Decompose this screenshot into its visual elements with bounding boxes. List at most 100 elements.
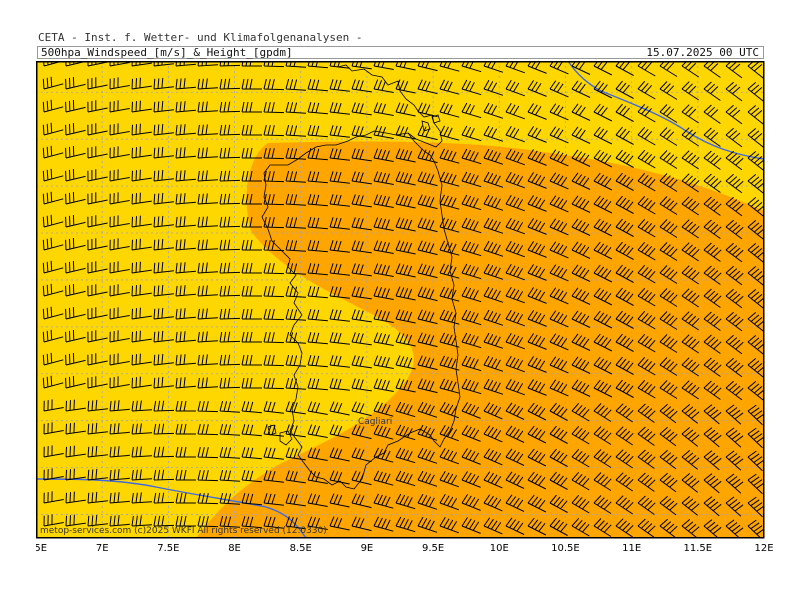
- wind-barb: [527, 218, 547, 235]
- wind-barb: [725, 150, 744, 171]
- wind-barb: [307, 125, 328, 138]
- wind-barb: [109, 423, 130, 435]
- wind-barb: [263, 424, 284, 437]
- wind-barb: [439, 171, 460, 187]
- wind-barb: [197, 193, 219, 205]
- wind-barb: [263, 493, 284, 506]
- wind-barb: [373, 79, 394, 93]
- wind-barb: [395, 148, 416, 163]
- longitude-tick-label: 9E: [361, 543, 374, 554]
- wind-barb: [175, 262, 196, 274]
- wind-barb: [549, 264, 569, 282]
- wind-barb: [153, 515, 175, 527]
- wind-barb: [285, 447, 306, 461]
- wind-barb: [725, 196, 744, 217]
- wind-barb: [241, 62, 262, 67]
- map-frame: [36, 61, 765, 539]
- wind-barb: [263, 78, 285, 91]
- wind-barb: [659, 219, 678, 238]
- wind-barb: [175, 170, 196, 182]
- wind-barb: [197, 469, 219, 482]
- wind-barb: [483, 171, 504, 188]
- wind-barb: [703, 288, 722, 308]
- wind-barb: [373, 447, 394, 463]
- wind-barb: [505, 218, 525, 235]
- wind-barb: [571, 356, 591, 374]
- wind-barb: [615, 287, 634, 306]
- wind-barb: [747, 496, 763, 518]
- wind-barb: [351, 217, 372, 231]
- wind-barb: [527, 195, 547, 212]
- wind-barb: [505, 402, 525, 420]
- wind-barb: [549, 172, 569, 190]
- wind-barb: [42, 329, 64, 343]
- wind-barb: [659, 196, 678, 215]
- wind-barb: [461, 286, 482, 303]
- wind-barb: [219, 124, 241, 136]
- wind-barb: [615, 126, 634, 145]
- wind-barb: [87, 445, 108, 458]
- wind-barb: [197, 147, 219, 159]
- wind-barb: [285, 193, 307, 206]
- longitude-tick-label: 12E: [754, 543, 773, 554]
- wind-barb: [637, 310, 656, 330]
- wind-barb: [637, 403, 656, 423]
- wind-barb: [703, 173, 722, 193]
- wind-barb: [219, 446, 241, 459]
- wind-barb: [219, 239, 241, 251]
- wind-barb: [395, 217, 416, 232]
- wind-barbs: [42, 62, 763, 537]
- wind-barb: [65, 468, 86, 481]
- wind-barb: [219, 170, 241, 182]
- wind-barb: [637, 172, 656, 192]
- wind-barb: [725, 380, 744, 401]
- wind-barb: [65, 491, 86, 504]
- wind-barb: [351, 102, 372, 116]
- wind-barb: [197, 170, 219, 182]
- wind-barb: [637, 149, 656, 169]
- wind-barb: [131, 307, 152, 320]
- wind-barb: [373, 102, 394, 116]
- wind-barb: [285, 354, 307, 367]
- wind-barb: [175, 377, 196, 389]
- wind-barb: [153, 169, 174, 182]
- wind-barb: [725, 357, 744, 378]
- wind-barb: [505, 149, 525, 166]
- longitude-tick-label: 10E: [490, 543, 509, 554]
- wind-barb: [659, 104, 678, 123]
- wind-barb: [241, 124, 262, 136]
- wind-barb: [241, 216, 262, 228]
- wind-barb: [131, 238, 152, 251]
- wind-barb: [615, 495, 634, 515]
- wind-barb: [351, 401, 372, 417]
- longitude-tick-label: 10.5E: [551, 543, 580, 554]
- map-timestamp: 15.07.2025 00 UTC: [646, 46, 759, 59]
- wind-barb: [461, 355, 482, 372]
- wind-barb: [219, 308, 241, 320]
- wind-barb: [417, 470, 438, 487]
- wind-barb: [615, 241, 634, 260]
- wind-barb: [747, 220, 763, 240]
- wind-barb: [307, 447, 328, 461]
- wind-barb: [263, 285, 285, 298]
- wind-barb: [505, 356, 525, 373]
- wind-barb: [637, 218, 656, 238]
- wind-barb: [131, 469, 153, 481]
- wind-barb: [615, 149, 634, 168]
- la-maddalena-islands: [421, 114, 441, 132]
- wind-barb: [747, 473, 763, 495]
- wind-barb: [307, 424, 328, 438]
- wind-barb: [615, 103, 634, 122]
- wind-barb: [351, 355, 372, 369]
- wind-barb: [505, 195, 525, 212]
- wind-barb: [703, 357, 722, 377]
- wind-barb: [505, 241, 525, 258]
- wind-barb: [527, 310, 547, 327]
- wind-barb: [109, 146, 130, 159]
- wind-barb: [571, 218, 591, 236]
- wind-barb: [681, 288, 700, 308]
- wind-barb: [131, 446, 153, 458]
- wind-barb: [65, 399, 86, 412]
- wind-barb: [329, 217, 350, 230]
- wind-barb: [43, 445, 64, 458]
